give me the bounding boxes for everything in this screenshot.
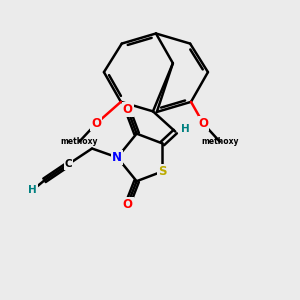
Text: H: H [28,185,37,195]
Text: H: H [181,124,190,134]
Text: O: O [91,117,101,130]
Text: methoxy: methoxy [61,137,98,146]
Text: C: C [64,159,72,169]
Text: O: O [199,117,208,130]
Text: N: N [112,151,122,164]
Text: methoxy: methoxy [201,137,238,146]
Text: O: O [123,198,133,211]
Text: S: S [158,165,167,178]
Text: O: O [123,103,133,116]
